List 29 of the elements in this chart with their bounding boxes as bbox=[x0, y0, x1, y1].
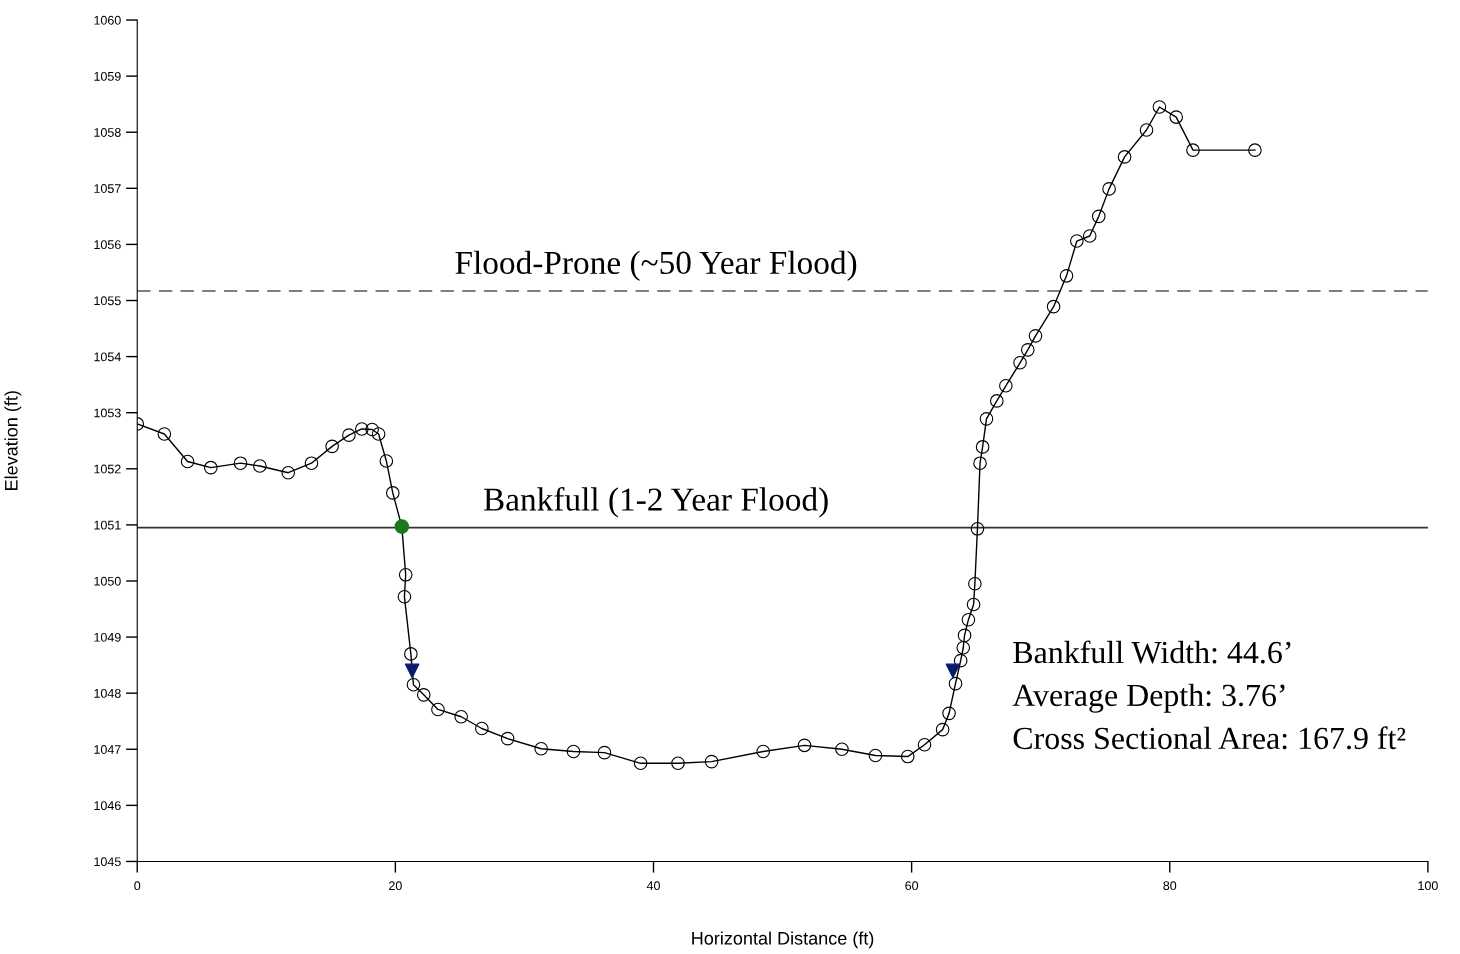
y-tick-label: 1058 bbox=[94, 128, 121, 137]
y-tick-label: 1045 bbox=[94, 857, 121, 867]
y-tick-label: 1050 bbox=[94, 576, 121, 586]
x-tick-label: 100 bbox=[1418, 881, 1438, 891]
y-tick-label: 1052 bbox=[94, 464, 121, 474]
y-tick-label: 1049 bbox=[94, 632, 121, 642]
ref-line-label: Bankfull (1-2 Year Flood) bbox=[483, 487, 828, 518]
x-tick-label: 80 bbox=[1163, 881, 1177, 891]
y-tick-label: 1057 bbox=[94, 184, 121, 193]
y-tick-label: 1060 bbox=[94, 15, 121, 25]
y-tick-label: 1046 bbox=[94, 801, 121, 811]
x-tick-label: 60 bbox=[905, 881, 919, 891]
y-tick-label: 1059 bbox=[94, 71, 121, 81]
y-tick-label: 1054 bbox=[94, 352, 121, 362]
y-tick-label: 1053 bbox=[94, 408, 121, 418]
y-tick-label: 1056 bbox=[94, 240, 121, 250]
x-tick-label: 0 bbox=[134, 881, 141, 891]
y-tick-label: 1055 bbox=[94, 296, 121, 306]
y-axis-title: Elevation (ft) bbox=[4, 391, 22, 490]
annotation: Cross Sectional Area: 167.9 ft² bbox=[1013, 726, 1406, 750]
annotation: Average Depth: 3.76’ bbox=[1012, 683, 1285, 713]
x-tick-label: 20 bbox=[389, 881, 402, 891]
ref-line-label: Flood-Prone (~50 Year Flood) bbox=[455, 250, 857, 281]
x-axis-title: Horizontal Distance (ft) bbox=[692, 931, 874, 949]
y-tick-label: 1051 bbox=[94, 520, 121, 530]
y-tick-label: 1047 bbox=[94, 745, 121, 754]
y-tick-label: 1048 bbox=[94, 688, 121, 698]
x-tick-label: 40 bbox=[646, 881, 660, 891]
annotation: Bankfull Width: 44.6’ bbox=[1013, 640, 1291, 664]
